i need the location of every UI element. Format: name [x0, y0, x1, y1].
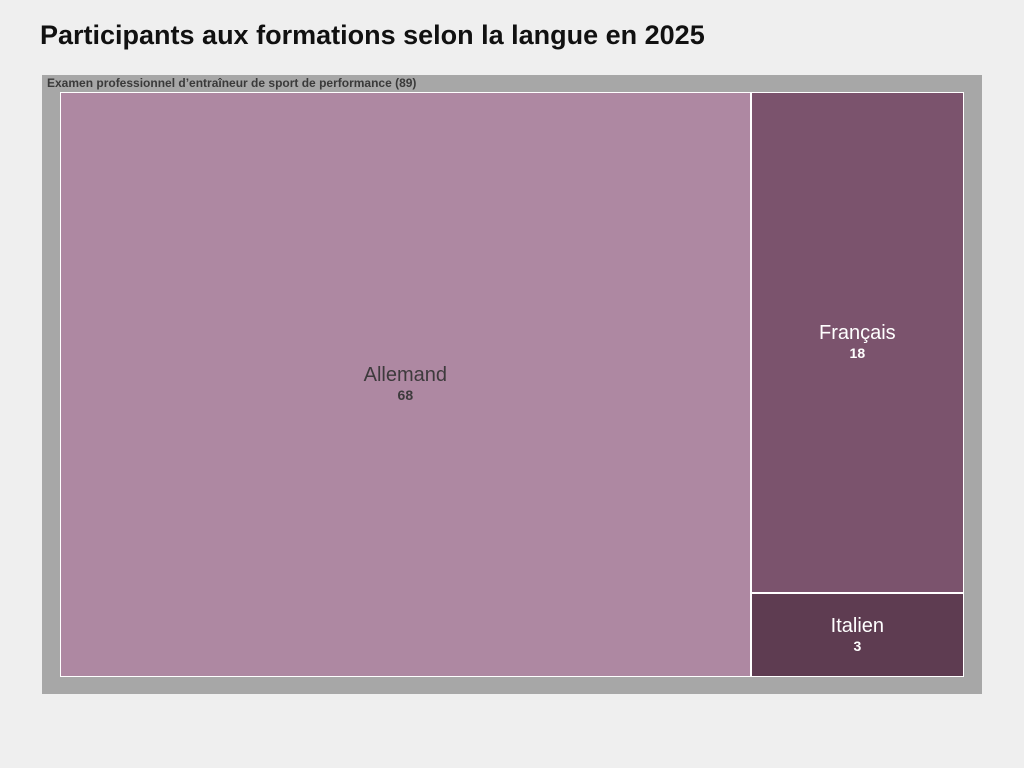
tile-label-group: Italien 3: [752, 614, 963, 655]
tile-value-label: 3: [853, 637, 862, 654]
treemap-group-label: Examen professionnel d’entraîneur de spo…: [47, 76, 417, 90]
treemap-tile-italien: Italien 3: [750, 593, 964, 677]
treemap-tile-allemand: Allemand 68: [60, 92, 751, 677]
treemap-tile-francais: Français 18: [750, 92, 964, 594]
treemap-plot-area: Allemand 68 Français 18 Italien 3: [60, 92, 964, 677]
tile-name-label: Allemand: [363, 364, 448, 386]
tile-label-group: Français 18: [752, 321, 963, 362]
tile-name-label: Français: [818, 322, 896, 345]
tile-label-group: Allemand 68: [61, 363, 750, 404]
tile-value-label: 18: [849, 345, 866, 362]
tile-value-label: 68: [397, 387, 414, 403]
treemap-frame: Examen professionnel d’entraîneur de spo…: [42, 75, 982, 694]
chart-title: Participants aux formations selon la lan…: [40, 20, 705, 50]
tile-name-label: Italien: [830, 614, 885, 637]
